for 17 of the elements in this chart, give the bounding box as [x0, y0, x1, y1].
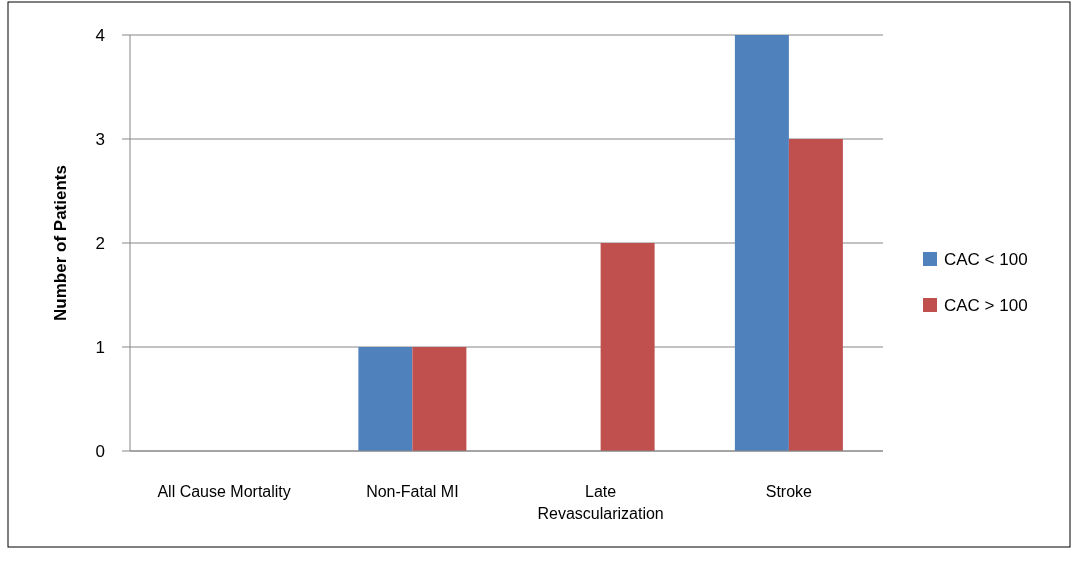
x-tick-label: Late Revascularization — [537, 483, 664, 522]
x-tick-label: Stroke — [765, 483, 813, 500]
legend-label: CAC > 100 — [944, 295, 1028, 315]
bar — [358, 347, 413, 451]
y-axis-title: Number of Patients — [51, 165, 70, 321]
y-tick-label: 3 — [95, 129, 105, 149]
x-tick-label: All Cause Mortality — [157, 483, 291, 500]
y-tick-label: 2 — [95, 233, 105, 253]
bar — [412, 347, 467, 451]
y-tick-label: 1 — [95, 337, 105, 357]
legend-label: CAC < 100 — [944, 249, 1028, 269]
bar — [734, 35, 789, 451]
y-tick-label: 0 — [95, 441, 105, 461]
bar — [600, 243, 655, 451]
y-tick-label: 4 — [95, 25, 105, 45]
x-tick-label: Non-Fatal MI — [366, 483, 459, 500]
bar — [788, 139, 843, 451]
